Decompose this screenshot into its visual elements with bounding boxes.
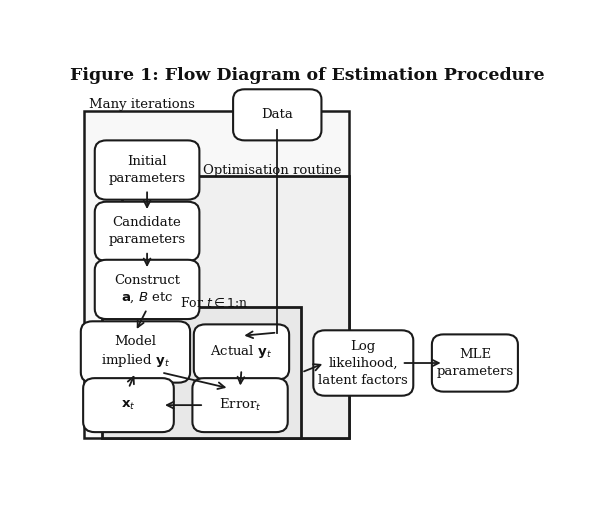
- Text: Model
implied $\mathbf{y}_{t}$: Model implied $\mathbf{y}_{t}$: [101, 335, 170, 370]
- FancyBboxPatch shape: [193, 378, 288, 432]
- Text: MLE
parameters: MLE parameters: [436, 348, 514, 378]
- FancyBboxPatch shape: [84, 111, 349, 438]
- Text: Candidate
parameters: Candidate parameters: [109, 216, 185, 246]
- FancyBboxPatch shape: [432, 335, 518, 392]
- FancyBboxPatch shape: [121, 176, 349, 438]
- Text: Log
likelihood,
latent factors: Log likelihood, latent factors: [319, 339, 408, 387]
- FancyBboxPatch shape: [95, 140, 199, 200]
- Text: Optimisation routine: Optimisation routine: [203, 164, 341, 176]
- FancyBboxPatch shape: [101, 307, 301, 438]
- FancyBboxPatch shape: [95, 260, 199, 319]
- Text: Construct
$\mathbf{a}$, $\mathit{B}$ etc: Construct $\mathbf{a}$, $\mathit{B}$ etc: [114, 273, 180, 305]
- FancyBboxPatch shape: [81, 321, 190, 383]
- Text: Figure 1: Flow Diagram of Estimation Procedure: Figure 1: Flow Diagram of Estimation Pro…: [70, 67, 545, 84]
- Text: Actual $\mathbf{y}_{t}$: Actual $\mathbf{y}_{t}$: [211, 344, 272, 361]
- FancyBboxPatch shape: [194, 324, 289, 380]
- Text: Many iterations: Many iterations: [89, 98, 195, 111]
- Text: $\mathbf{x}_{t}$: $\mathbf{x}_{t}$: [121, 399, 136, 412]
- FancyBboxPatch shape: [233, 89, 322, 140]
- Text: For $t \in 1$:n: For $t \in 1$:n: [179, 296, 248, 310]
- FancyBboxPatch shape: [95, 202, 199, 261]
- FancyBboxPatch shape: [313, 330, 413, 396]
- Text: Error$_{t}$: Error$_{t}$: [219, 397, 262, 413]
- Text: Data: Data: [262, 108, 293, 121]
- Text: Initial
parameters: Initial parameters: [109, 155, 185, 185]
- FancyBboxPatch shape: [83, 378, 174, 432]
